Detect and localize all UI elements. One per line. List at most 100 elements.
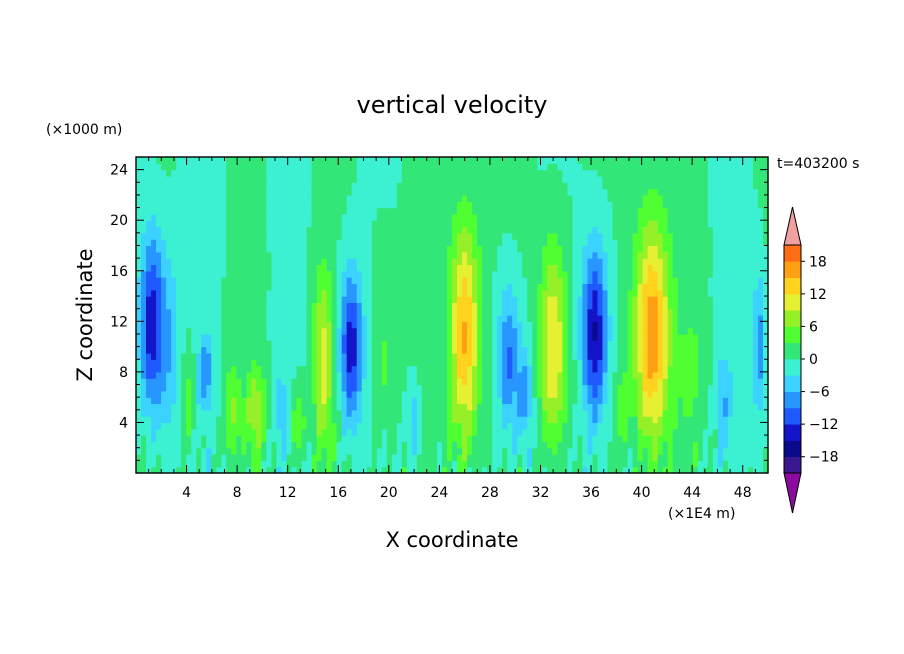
field-cell (426, 327, 433, 335)
field-cell (472, 333, 478, 341)
field-cell (301, 258, 308, 266)
field-cell (467, 460, 473, 468)
field-cell (341, 441, 348, 449)
field-cell (702, 403, 709, 411)
field-cell (281, 220, 288, 228)
field-cell (532, 340, 538, 348)
field-cell (331, 447, 338, 455)
field-cell (371, 277, 378, 284)
field-cell (181, 321, 187, 329)
field-cell (567, 333, 573, 341)
field-cell (742, 390, 749, 398)
field-cell (296, 277, 303, 284)
field-cell (677, 340, 684, 348)
field-cell (206, 321, 212, 329)
field-cell (216, 289, 222, 297)
field-cell (597, 359, 604, 367)
field-cell (321, 258, 328, 266)
field-cell (141, 422, 147, 430)
field-cell (617, 397, 624, 405)
field-cell (336, 277, 343, 284)
field-cell (261, 264, 268, 272)
field-cell (326, 428, 333, 436)
field-cell (331, 264, 338, 272)
field-cell (191, 277, 197, 284)
field-cell (747, 416, 754, 424)
field-cell (431, 346, 438, 354)
field-cell (261, 315, 268, 322)
field-cell (592, 251, 599, 259)
field-cell (537, 422, 543, 430)
field-cell (662, 289, 669, 297)
field-cell (477, 333, 483, 341)
field-cell (757, 460, 764, 468)
field-cell (356, 346, 363, 354)
field-cell (642, 454, 649, 461)
field-cell (702, 346, 709, 354)
field-cell (542, 409, 548, 417)
field-cell (136, 359, 142, 367)
field-cell (291, 277, 298, 284)
field-cell (537, 270, 543, 278)
field-cell (251, 289, 257, 297)
field-cell (657, 416, 664, 424)
field-cell (281, 346, 288, 354)
field-cell (376, 359, 383, 367)
field-cell (662, 435, 669, 442)
field-cell (667, 359, 674, 367)
field-cell (557, 378, 563, 386)
field-cell (391, 302, 398, 310)
field-cell (532, 327, 538, 335)
field-cell (216, 251, 222, 259)
field-cell (717, 333, 724, 341)
field-cell (266, 390, 273, 398)
field-cell (517, 327, 523, 335)
field-cell (321, 264, 328, 272)
field-cell (742, 340, 749, 348)
field-cell (712, 346, 719, 354)
field-cell (732, 264, 739, 272)
field-cell (151, 409, 157, 417)
field-cell (707, 296, 714, 303)
field-cell (627, 226, 634, 234)
field-cell (647, 226, 654, 234)
field-cell (296, 416, 303, 424)
field-cell (562, 422, 568, 430)
field-cell (176, 435, 182, 442)
field-cell (191, 245, 197, 253)
field-cell (737, 428, 744, 436)
field-cell (201, 251, 207, 259)
field-cell (251, 447, 257, 455)
field-cell (146, 397, 152, 405)
field-cell (482, 371, 488, 379)
field-cell (572, 378, 578, 386)
field-cell (592, 327, 599, 335)
field-cell (361, 460, 368, 468)
field-cell (677, 454, 684, 461)
field-cell (722, 352, 729, 360)
field-cell (396, 239, 403, 247)
field-cell (401, 283, 408, 291)
field-cell (216, 454, 222, 461)
field-cell (386, 270, 393, 278)
field-cell (577, 270, 584, 278)
field-cell (356, 226, 363, 234)
field-cell (592, 403, 599, 411)
field-cell (381, 315, 388, 322)
field-cell (687, 397, 694, 405)
field-cell (341, 220, 348, 228)
field-cell (246, 466, 252, 474)
field-cell (482, 447, 488, 455)
field-cell (677, 409, 684, 417)
field-cell (291, 333, 298, 341)
field-cell (622, 359, 629, 367)
field-cell (472, 239, 478, 247)
field-cell (291, 289, 298, 297)
field-cell (166, 346, 172, 354)
field-cell (436, 277, 443, 284)
field-cell (682, 321, 689, 329)
field-cell (572, 352, 578, 360)
field-cell (652, 441, 659, 449)
field-cell (542, 460, 548, 468)
field-cell (517, 359, 523, 367)
